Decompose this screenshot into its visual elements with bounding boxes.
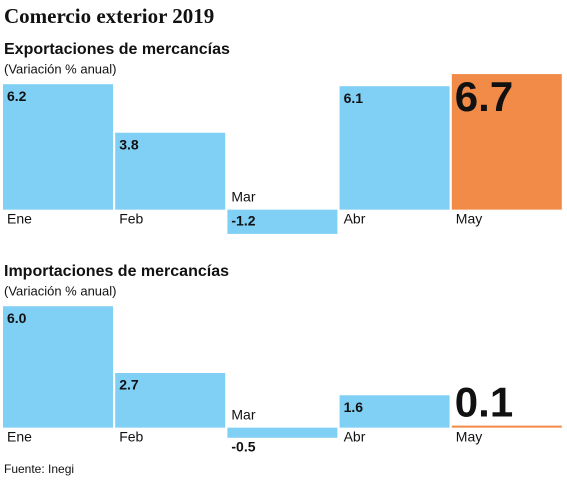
bar <box>115 132 226 210</box>
category-label: Abr <box>344 210 366 226</box>
bar <box>115 373 226 428</box>
category-label: Ene <box>7 428 32 444</box>
bar <box>339 395 450 428</box>
value-label: 6.1 <box>344 90 364 106</box>
category-label: Feb <box>119 428 143 444</box>
value-label: 6.0 <box>7 310 27 326</box>
bar <box>339 86 450 210</box>
main-title: Comercio exterior 2019 <box>4 4 214 28</box>
bar <box>3 84 113 210</box>
value-label: -1.2 <box>231 212 255 228</box>
bar <box>451 74 562 210</box>
bar <box>3 306 113 428</box>
chart-title: Exportaciones de mercancías <box>4 41 230 58</box>
value-label: -0.5 <box>231 438 255 454</box>
category-label: Mar <box>231 188 255 204</box>
chart-subtitle: (Variación % anual) <box>4 283 116 298</box>
value-label: 3.8 <box>119 136 139 152</box>
bar <box>227 209 338 234</box>
value-label-highlight: 0.1 <box>455 379 513 426</box>
value-label: 6.2 <box>7 88 27 104</box>
category-label: Ene <box>7 210 32 226</box>
category-label: May <box>456 428 482 444</box>
source: Fuente: Inegi <box>4 462 74 476</box>
category-label: May <box>456 210 482 226</box>
value-label-highlight: 6.7 <box>455 73 513 120</box>
chart-subtitle: (Variación % anual) <box>4 61 116 76</box>
bar <box>227 427 338 438</box>
value-label: 2.7 <box>119 377 139 393</box>
chart-title: Importaciones de mercancías <box>4 263 229 280</box>
value-label: 1.6 <box>344 399 364 415</box>
category-label: Abr <box>344 428 366 444</box>
category-label: Feb <box>119 210 143 226</box>
category-label: Mar <box>231 406 255 422</box>
bar <box>451 425 562 428</box>
